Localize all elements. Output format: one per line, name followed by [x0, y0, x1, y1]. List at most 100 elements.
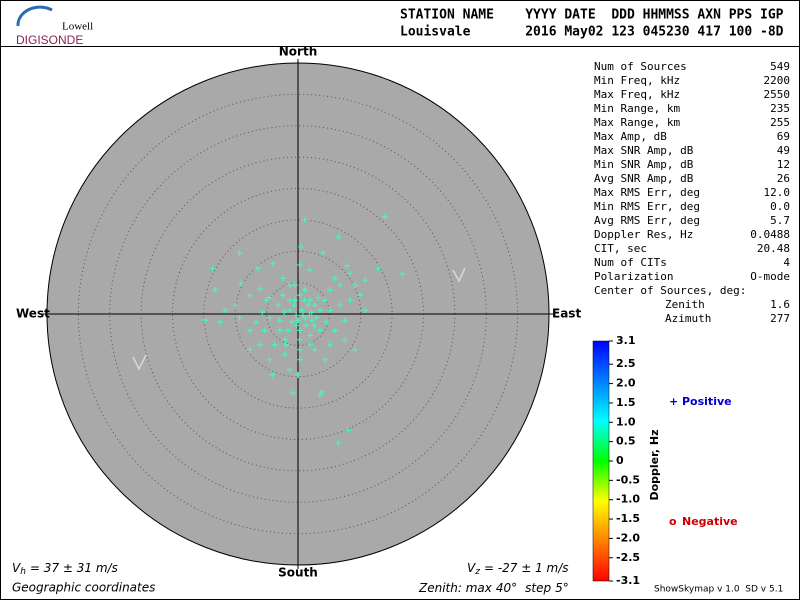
stat-label: Zenith — [665, 298, 705, 311]
stat-value: 277 — [770, 312, 790, 325]
stat-label: Num of Sources — [594, 60, 687, 73]
decor-mark — [452, 267, 466, 283]
source-point — [246, 327, 253, 334]
stat-value: 49 — [777, 144, 790, 157]
source-point — [202, 317, 209, 324]
stat-label: Center of Sources, deg: — [594, 284, 746, 297]
stat-label: Min RMS Err, deg — [594, 200, 700, 213]
source-point — [303, 322, 310, 329]
source-point — [316, 391, 323, 398]
stat-value: 255 — [770, 116, 790, 129]
stat-value: 2550 — [764, 88, 791, 101]
stat-label: Min Range, km — [594, 102, 680, 115]
source-point — [256, 341, 263, 348]
stat-label: Azimuth — [665, 312, 711, 325]
source-point — [276, 317, 283, 324]
stat-label: Max Freq, kHz — [594, 88, 680, 101]
source-point — [266, 314, 273, 321]
source-point — [311, 322, 318, 329]
source-point — [362, 307, 369, 314]
stat-value: 2200 — [764, 74, 791, 87]
source-point — [209, 265, 216, 272]
source-point — [293, 322, 300, 329]
direction-label: South — [278, 566, 318, 580]
source-point — [306, 312, 313, 319]
source-point — [327, 307, 334, 314]
direction-label: North — [279, 45, 317, 59]
source-point — [259, 309, 266, 316]
source-point — [246, 346, 253, 353]
stat-value: 0.0488 — [750, 228, 790, 241]
source-point — [286, 307, 293, 314]
source-point — [246, 292, 253, 299]
colorbar-tick-label: 0 — [616, 454, 624, 467]
source-point — [262, 297, 269, 304]
source-point — [296, 346, 303, 353]
colorbar-tick-label: 1.0 — [616, 415, 636, 428]
source-point — [274, 302, 281, 309]
source-point — [284, 327, 291, 334]
stat-value: 235 — [770, 102, 790, 115]
source-point — [335, 233, 342, 240]
source-point — [298, 243, 305, 250]
source-point — [256, 285, 263, 292]
stat-value: 20.48 — [757, 242, 790, 255]
source-point — [321, 297, 328, 304]
source-point — [301, 287, 308, 294]
source-point — [305, 302, 312, 309]
stat-value: O-mode — [750, 270, 790, 283]
source-point — [269, 371, 276, 378]
source-point — [332, 275, 339, 282]
source-point — [276, 327, 283, 334]
velocity-subscript: h — [20, 567, 26, 577]
stat-label: Min Freq, kHz — [594, 74, 680, 87]
zenith-scale-part: Zenith: max — [418, 581, 493, 595]
source-point — [315, 294, 322, 301]
direction-label: West — [16, 307, 50, 321]
zenith-scale-part: ° — [563, 581, 569, 595]
source-point — [306, 341, 313, 348]
source-point — [311, 346, 318, 353]
source-point — [343, 262, 350, 269]
colorbar-tick-label: -3.1 — [616, 574, 640, 587]
source-point — [306, 267, 313, 274]
zenith-scale-part: ° — [511, 581, 517, 595]
legend-label: Positive — [682, 395, 732, 408]
colorbar-tick-label: 3.1 — [616, 334, 636, 347]
source-point — [295, 371, 301, 378]
stat-label: Max Amp, dB — [594, 130, 667, 143]
velocity-subscript: z — [474, 567, 480, 577]
stat-value: 12.0 — [764, 186, 791, 199]
coordinates: Geographic coordinates — [12, 581, 155, 595]
logo-bottom: DIGISONDE — [16, 33, 83, 47]
stat-label: Polarization — [594, 270, 673, 283]
source-point — [327, 287, 334, 294]
source-point — [296, 262, 303, 269]
stat-value: 69 — [777, 130, 790, 143]
source-point — [308, 317, 315, 324]
version: ShowSkymap v 1.0 SD v 5.1 — [654, 585, 783, 595]
source-point — [311, 302, 318, 309]
source-point — [279, 275, 286, 282]
velocity-symbol: V — [12, 561, 21, 575]
legend-symbol: o — [669, 515, 677, 528]
header-values: Louisvale 2016 May02 123 045230 417 100 … — [400, 25, 784, 40]
source-point — [237, 280, 244, 287]
source-point — [308, 309, 315, 316]
source-point — [232, 302, 239, 309]
source-point — [357, 292, 364, 299]
velocity-value: = 37 ± 31 m/s — [30, 561, 118, 575]
source-point — [261, 327, 268, 334]
source-point — [289, 390, 296, 397]
source-point — [296, 327, 303, 334]
source-point — [212, 287, 219, 294]
stat-label: Max Range, km — [594, 116, 680, 129]
zenith-scale-part: 5 — [555, 581, 563, 595]
source-point — [296, 356, 303, 363]
source-point — [345, 427, 352, 434]
source-point — [236, 250, 243, 257]
colorbar-label: Doppler, Hz — [648, 429, 661, 500]
source-point — [342, 317, 349, 324]
source-point — [327, 341, 334, 348]
